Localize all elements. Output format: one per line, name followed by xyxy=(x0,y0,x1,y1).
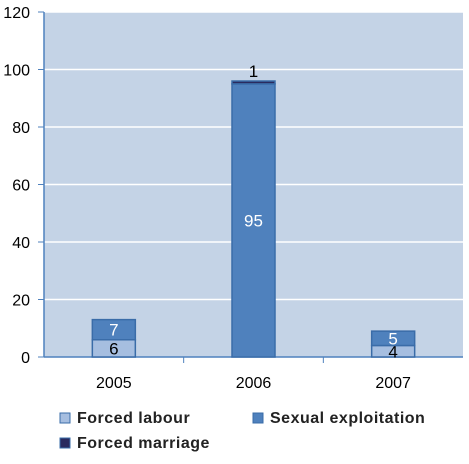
legend-label: Forced labour xyxy=(77,410,190,427)
x-tick-label: 2007 xyxy=(375,375,411,392)
legend-label: Forced marriage xyxy=(77,435,210,452)
bar-segment xyxy=(91,318,137,341)
data-label: 1 xyxy=(249,62,258,81)
y-tick-label: 60 xyxy=(12,178,30,195)
data-label: 6 xyxy=(109,339,118,358)
legend-swatch xyxy=(59,437,71,449)
data-label: 7 xyxy=(109,321,118,340)
x-tick-label: 2006 xyxy=(236,375,272,392)
x-tick-label: 2005 xyxy=(96,375,132,392)
legend-swatch xyxy=(59,412,71,424)
y-tick-label: 20 xyxy=(12,293,30,310)
legend-label: Sexual exploitation xyxy=(270,410,425,427)
data-label: 5 xyxy=(388,329,397,348)
bar-segment xyxy=(231,80,276,85)
data-label: 95 xyxy=(244,211,263,230)
y-tick-label: 100 xyxy=(3,63,30,80)
y-tick-label: 80 xyxy=(12,120,30,137)
data-label: 4 xyxy=(388,342,397,361)
bar-segment xyxy=(370,330,416,347)
y-tick-label: 40 xyxy=(12,235,30,252)
y-tick-label: 0 xyxy=(21,350,30,367)
y-tick-label: 120 xyxy=(3,5,30,22)
legend-swatch xyxy=(252,412,264,424)
bar-segment xyxy=(231,83,276,358)
